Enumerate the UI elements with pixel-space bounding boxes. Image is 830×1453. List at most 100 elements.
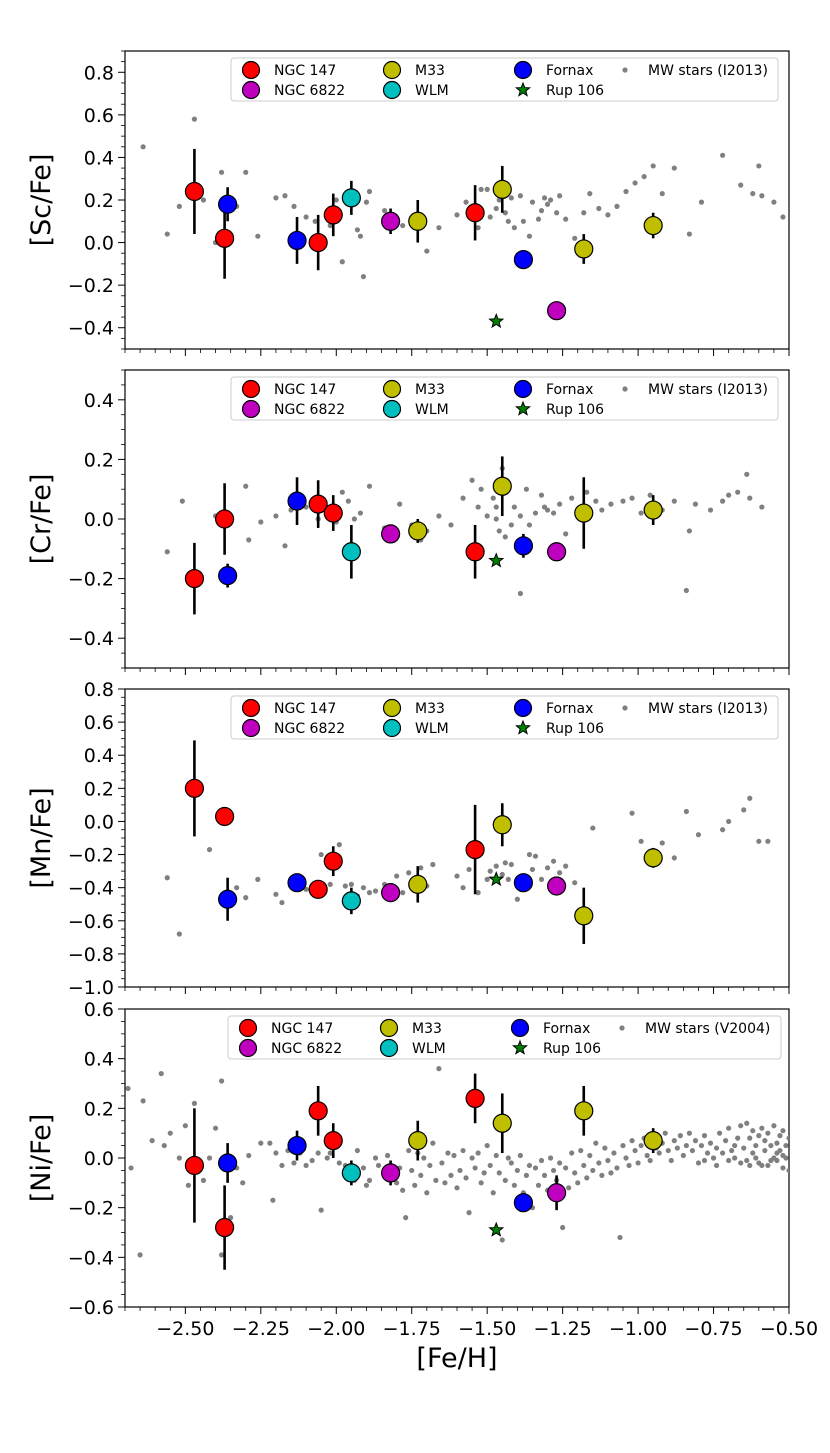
- mw-star-point: [765, 838, 771, 844]
- mw-star-point: [366, 1177, 373, 1183]
- ngc-6822-point: [381, 524, 401, 544]
- mw-star-point: [303, 1162, 309, 1169]
- mw-star-point: [472, 1165, 478, 1171]
- legend-label: NGC 147: [274, 63, 336, 79]
- rup-106-point: [488, 1221, 505, 1237]
- mw-star-point: [605, 212, 611, 218]
- mw-star-point: [726, 818, 732, 825]
- mw-star-point: [692, 1138, 699, 1144]
- mw-star-point: [451, 1152, 457, 1159]
- mw-star-point: [484, 513, 490, 519]
- mw-star-point: [469, 1155, 475, 1161]
- ngc-6822-point: [381, 211, 401, 231]
- legend-label: NGC 6822: [271, 1041, 342, 1057]
- mw-star-point: [602, 1145, 608, 1151]
- mw-star-point: [538, 492, 545, 498]
- mw-star-point: [753, 1155, 759, 1161]
- mw-star-point: [246, 537, 252, 543]
- mw-star-point: [620, 498, 626, 504]
- mw-star-point: [683, 808, 689, 815]
- mw-star-point: [478, 486, 484, 492]
- mw-star-point: [698, 1142, 705, 1149]
- mw-star-point: [587, 1152, 593, 1159]
- mw-star-point: [563, 1165, 569, 1171]
- mw-star-point: [176, 1155, 182, 1161]
- wlm-point: [341, 1163, 361, 1183]
- mw-star-point: [780, 214, 786, 220]
- y-tick-label: 0.6: [84, 712, 114, 734]
- mw-star-point: [638, 838, 644, 844]
- mw-star-point: [436, 1066, 442, 1072]
- mw-star-point: [460, 495, 466, 501]
- mw-star-point: [363, 1182, 370, 1188]
- mw-star-point: [282, 543, 288, 549]
- legend-marker-rup-106: [515, 719, 531, 735]
- mw-star-point: [360, 885, 367, 891]
- mw-star-point: [662, 1130, 668, 1136]
- mw-star-point: [590, 1167, 596, 1174]
- mw-star-point: [560, 1224, 566, 1231]
- mw-star-point: [478, 186, 484, 192]
- m33-point: [408, 874, 428, 894]
- y-tick-label: 0.0: [84, 1148, 114, 1170]
- mw-star-point: [511, 504, 517, 510]
- mw-star-point: [566, 1185, 572, 1191]
- mw-star-point: [596, 1160, 602, 1166]
- legend-label: M33: [415, 382, 445, 398]
- y-tick-label: 0.0: [84, 509, 114, 531]
- fornax-point: [513, 873, 534, 893]
- y-axis-label: [Sc/Fe]: [26, 154, 57, 247]
- m33-point: [574, 906, 594, 926]
- mw-star-point: [605, 1157, 611, 1164]
- mw-star-point: [695, 1160, 702, 1166]
- data-layer: [164, 456, 765, 615]
- mw-star-point: [547, 197, 554, 203]
- data-layer: [140, 116, 786, 329]
- mw-star-point: [448, 522, 454, 528]
- mw-star-point: [475, 225, 481, 231]
- mw-star-point: [686, 231, 693, 237]
- fornax-point: [218, 1153, 238, 1173]
- mw-star-point: [569, 495, 575, 501]
- y-tick-label: −0.4: [68, 878, 114, 900]
- mw-star-point: [744, 1120, 750, 1126]
- mw-star-point: [535, 1182, 542, 1188]
- fornax-point: [287, 873, 307, 893]
- mw-star-point: [756, 163, 762, 169]
- legend-label: MW stars (I2013): [648, 701, 768, 717]
- mw-star-point: [439, 1160, 445, 1166]
- mw-star-point: [741, 1145, 747, 1151]
- legend-marker-fornax: [513, 379, 533, 399]
- mw-star-point: [475, 1150, 481, 1156]
- mw-star-point: [786, 1135, 789, 1141]
- mw-star-point: [366, 890, 373, 896]
- legend-marker-m33: [379, 1018, 399, 1038]
- mw-star-point: [339, 489, 345, 495]
- mw-star-point: [665, 1147, 671, 1154]
- mw-star-point: [466, 866, 472, 873]
- mw-star-point: [686, 528, 693, 534]
- mw-star-point: [620, 1142, 626, 1149]
- y-axis-label: [Mn/Fe]: [26, 787, 57, 888]
- mw-star-point: [409, 1167, 415, 1174]
- mw-star-point: [720, 827, 726, 833]
- ngc-147-point: [215, 509, 235, 529]
- ngc-147-point: [184, 1155, 205, 1176]
- mw-star-point: [710, 1155, 717, 1161]
- ngc-6822-point: [381, 883, 401, 903]
- data-layer: [164, 740, 771, 944]
- ngc-147-point: [215, 228, 235, 248]
- mw-star-point: [327, 881, 333, 887]
- m33-point: [574, 239, 594, 259]
- mw-star-point: [505, 1155, 511, 1161]
- x-tick-label: −2.25: [232, 1318, 290, 1340]
- mw-star-point: [581, 1162, 587, 1169]
- mw-star-point: [430, 861, 436, 868]
- mw-star-point: [424, 1190, 430, 1196]
- mw-star-point: [493, 1152, 499, 1159]
- mw-star-point: [342, 883, 348, 889]
- mw-star-point: [282, 193, 288, 199]
- mw-star-point: [418, 865, 424, 871]
- legend-label: NGC 147: [274, 382, 336, 398]
- x-tick-label: −1.00: [609, 1318, 667, 1340]
